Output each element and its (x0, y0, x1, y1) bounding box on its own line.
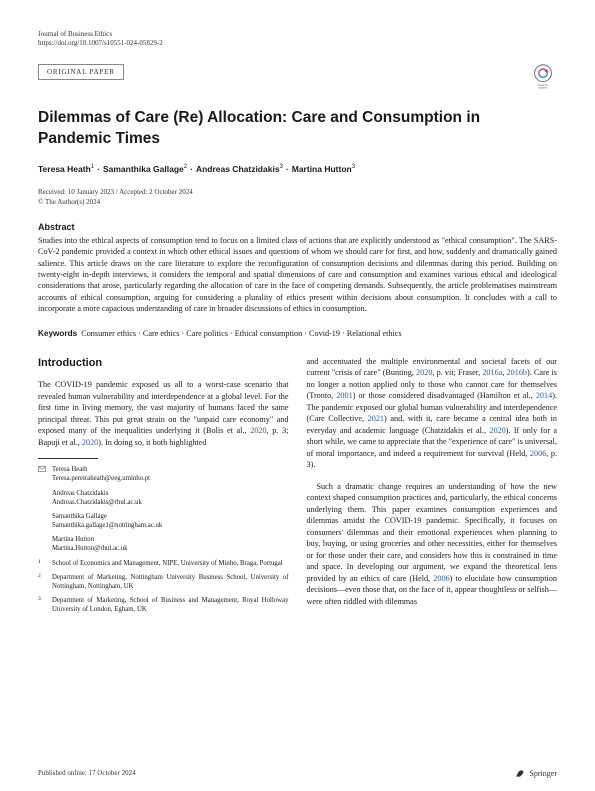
introduction-heading: Introduction (38, 356, 289, 371)
corresponding-author: Martina HuttonMartina.Hutton@rhul.ac.uk (38, 535, 289, 553)
author: Teresa Heath1 (38, 164, 94, 174)
springer-horse-icon (514, 767, 526, 779)
svg-text:updates: updates (539, 87, 548, 90)
citation-link[interactable]: 2006 (433, 574, 449, 583)
footnote-separator (38, 458, 98, 459)
affiliation: 3 Department of Marketing, School of Bus… (38, 596, 289, 614)
author: Martina Hutton3 (292, 164, 355, 174)
abstract-heading: Abstract (38, 222, 557, 232)
right-column: and accentuated the multiple environment… (307, 356, 558, 620)
citation-link[interactable]: 2020 (82, 438, 98, 447)
author: Andreas Chatzidakis3 (196, 164, 283, 174)
author: Samanthika Gallage2 (103, 164, 187, 174)
corresponding-author: Samanthika GallageSamanthika.gallage1@no… (38, 512, 289, 530)
article-title: Dilemmas of Care (Re) Allocation: Care a… (38, 108, 557, 150)
citation-link[interactable]: 2016b (507, 368, 527, 377)
citation-link[interactable]: 2016a (482, 368, 502, 377)
citation-link[interactable]: 2020 (489, 426, 505, 435)
intro-paragraph: The COVID-19 pandemic exposed us all to … (38, 379, 289, 448)
citation-link[interactable]: 2021 (368, 414, 384, 423)
citation-link[interactable]: 2006 (530, 449, 546, 458)
mail-icon (38, 465, 46, 483)
body-paragraph: Such a dramatic change requires an under… (307, 481, 558, 607)
affiliation: 1 School of Economics and Management, NI… (38, 559, 289, 568)
check-updates-badge[interactable]: Check for updates (529, 62, 557, 90)
doi-link[interactable]: https://doi.org/10.1007/s10551-024-05829… (38, 39, 557, 47)
citation-link[interactable]: 2001 (336, 391, 352, 400)
corresponding-author: Teresa HeathTeresa.pereiraheath@eeg.umin… (38, 465, 289, 483)
article-dates: Received: 10 January 2023 / Accepted: 2 … (38, 188, 557, 208)
keywords-line: Keywords Consumer ethics · Care ethics ·… (38, 329, 557, 338)
corresponding-author: Andreas ChatzidakisAndreas.Chatzidakis@r… (38, 489, 289, 507)
author-list: Teresa Heath1·Samanthika Gallage2·Andrea… (38, 164, 557, 174)
journal-name: Journal of Business Ethics (38, 30, 557, 39)
body-paragraph: and accentuated the multiple environment… (307, 356, 558, 471)
citation-link[interactable]: 2014 (536, 391, 552, 400)
citation-link[interactable]: 2020 (250, 426, 266, 435)
abstract-text: Studies into the ethical aspects of cons… (38, 235, 557, 315)
citation-link[interactable]: 2020 (416, 368, 432, 377)
published-date: Published online: 17 October 2024 (38, 769, 136, 777)
corresponding-authors: Teresa HeathTeresa.pereiraheath@eeg.umin… (38, 465, 289, 614)
publisher-logo: Springer (514, 767, 557, 779)
left-column: Introduction The COVID-19 pandemic expos… (38, 356, 289, 620)
article-category: ORIGINAL PAPER (38, 64, 124, 80)
affiliation: 2 Department of Marketing, Nottingham Un… (38, 573, 289, 591)
